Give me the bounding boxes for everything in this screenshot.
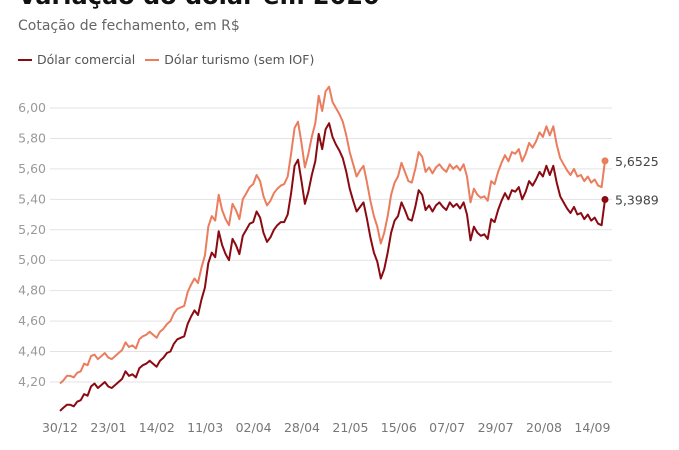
y-tick-label: 6,00 — [18, 100, 46, 115]
legend-item-comercial: Dólar comercial — [18, 52, 135, 67]
y-tick-label: 5,20 — [18, 222, 46, 237]
x-tick-label: 14/09 — [574, 420, 610, 435]
x-tick-label: 23/01 — [90, 420, 126, 435]
legend-swatch-comercial — [18, 58, 32, 61]
y-tick-label: 4,40 — [18, 344, 46, 359]
x-tick-label: 21/05 — [332, 420, 368, 435]
legend: Dólar comercial Dólar turismo (sem IOF) — [18, 52, 314, 67]
x-tick-label: 14/02 — [139, 420, 175, 435]
series-line-turismo — [59, 85, 606, 385]
legend-swatch-turismo — [145, 58, 160, 61]
x-tick-label: 20/08 — [526, 420, 562, 435]
x-tick-label: 28/04 — [284, 420, 320, 435]
x-tick-label: 02/04 — [236, 420, 272, 435]
x-tick-label: 15/06 — [381, 420, 417, 435]
end-point-comercial — [601, 195, 609, 203]
chart-subtitle: Cotação de fechamento, em R$ — [18, 18, 240, 34]
y-tick-label: 5,80 — [18, 130, 46, 145]
end-point-turismo — [601, 157, 609, 165]
x-tick-label: 30/12 — [42, 420, 78, 435]
y-tick-label: 4,20 — [18, 374, 46, 389]
end-value-label: 5,3989 — [615, 192, 659, 207]
y-tick-label: 4,60 — [18, 313, 46, 328]
y-tick-label: 5,00 — [18, 252, 46, 267]
y-tick-label: 5,60 — [18, 161, 46, 176]
x-tick-label: 07/07 — [429, 420, 465, 435]
legend-item-turismo: Dólar turismo (sem IOF) — [145, 52, 314, 67]
chart-title: Variação do dólar em 2020 — [18, 0, 380, 10]
legend-label-turismo: Dólar turismo (sem IOF) — [164, 52, 315, 67]
series-line-comercial — [59, 122, 606, 412]
x-tick-label: 29/07 — [478, 420, 514, 435]
end-value-label: 5,6525 — [615, 154, 659, 169]
legend-label-comercial: Dólar comercial — [37, 52, 136, 67]
y-tick-label: 5,40 — [18, 191, 46, 206]
y-tick-label: 4,80 — [18, 283, 46, 298]
x-tick-label: 11/03 — [187, 420, 223, 435]
